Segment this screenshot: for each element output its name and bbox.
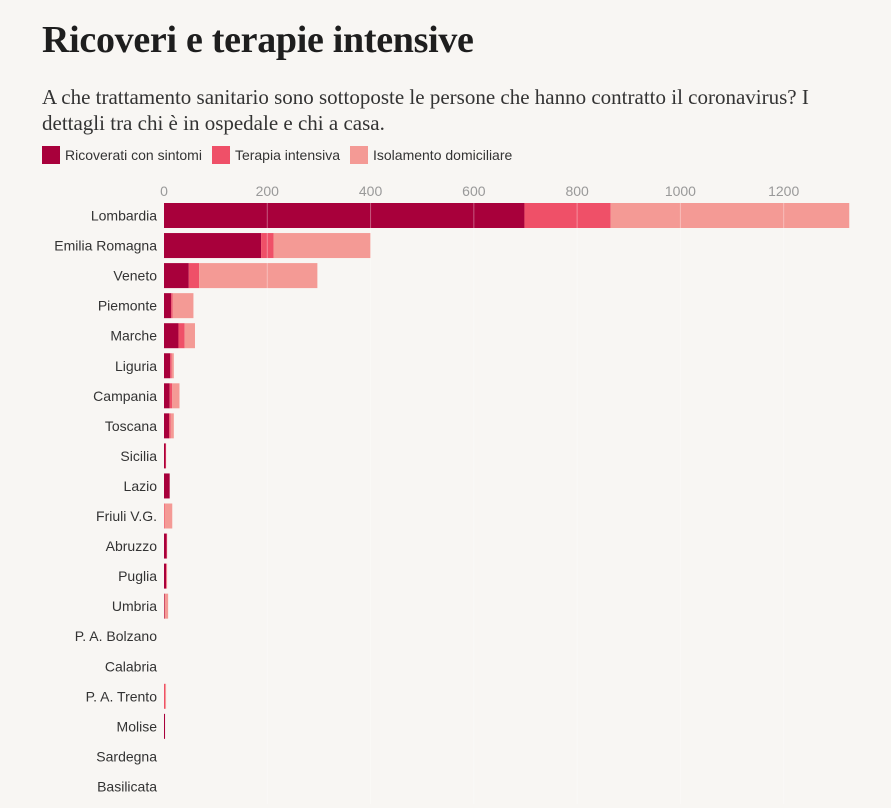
bar-segment-terapia bbox=[524, 203, 611, 228]
bar-segment-ricoverati bbox=[164, 713, 166, 739]
bar-segment-isolamento bbox=[184, 323, 195, 349]
bar-segment-ricoverati bbox=[164, 413, 170, 439]
bar-segment-ricoverati bbox=[164, 233, 262, 259]
bar-segment-isolamento bbox=[172, 293, 194, 319]
bar-segment-terapia bbox=[261, 233, 274, 259]
category-label: Campania bbox=[93, 388, 157, 404]
bars bbox=[164, 203, 850, 739]
bar-segment-isolamento bbox=[164, 593, 169, 619]
chart-subtitle: A che trattamento sanitario sono sottopo… bbox=[42, 85, 809, 135]
bar-segment-ricoverati bbox=[164, 293, 172, 319]
bar-segment-ricoverati bbox=[164, 593, 165, 619]
bar-segment-ricoverati bbox=[164, 383, 170, 409]
bar-segment-ricoverati bbox=[164, 203, 525, 228]
x-tick-label: 400 bbox=[359, 183, 383, 199]
category-label: Emilia Romagna bbox=[54, 238, 157, 254]
bar-segment-ricoverati bbox=[164, 323, 179, 349]
bar-segment-terapia bbox=[188, 263, 200, 289]
legend-label-isolamento: Isolamento domiciliare bbox=[373, 147, 513, 163]
bar-segment-ricoverati bbox=[164, 563, 167, 589]
category-label: Toscana bbox=[105, 418, 157, 434]
bar-chart: 0 200 400 600 800 1000 1200 Lombardia Emilia Rom… bbox=[54, 183, 850, 804]
legend-item-terapia: Terapia intensiva bbox=[211, 146, 340, 164]
category-label: Abruzzo bbox=[106, 538, 158, 554]
bar-segment-isolamento bbox=[199, 263, 318, 289]
x-tick-label: 800 bbox=[565, 183, 589, 199]
x-tick-label: 1000 bbox=[665, 183, 696, 199]
bar-segment-terapia bbox=[164, 503, 165, 529]
bar-segment-isolamento bbox=[273, 233, 371, 259]
category-label: Calabria bbox=[105, 658, 157, 674]
category-label: Lombardia bbox=[91, 208, 157, 224]
x-tick-label: 1200 bbox=[768, 183, 799, 199]
category-label: Umbria bbox=[112, 598, 157, 614]
bar-segment-terapia bbox=[169, 413, 171, 439]
bar-segment-isolamento bbox=[610, 203, 850, 228]
bar-segment-terapia bbox=[166, 563, 167, 589]
x-tick-label: 200 bbox=[256, 183, 280, 199]
legend: Ricoverati con sintomi Terapia intensiva… bbox=[42, 146, 522, 164]
legend-label-terapia: Terapia intensiva bbox=[234, 147, 340, 163]
category-label: Friuli V.G. bbox=[96, 508, 157, 524]
bar-segment-terapia bbox=[178, 323, 185, 349]
legend-swatch-terapia bbox=[211, 146, 230, 164]
category-label: Marche bbox=[110, 328, 157, 344]
bar-segment-ricoverati bbox=[164, 443, 166, 469]
bar-segment-isolamento bbox=[164, 503, 173, 529]
bar-segment-ricoverati bbox=[164, 473, 170, 499]
category-label: Molise bbox=[117, 718, 158, 734]
bar-segment-isolamento bbox=[165, 683, 167, 709]
category-label: Veneto bbox=[113, 268, 157, 284]
category-label: Sicilia bbox=[120, 448, 157, 464]
category-label: Piemonte bbox=[98, 298, 157, 314]
bar-segment-terapia bbox=[164, 683, 166, 709]
category-label: P. A. Bolzano bbox=[75, 628, 157, 644]
bar-segment-terapia bbox=[165, 443, 167, 469]
bar-segment-ricoverati bbox=[164, 533, 167, 559]
bar-segment-terapia bbox=[171, 293, 173, 319]
legend-item-ricoverati: Ricoverati con sintomi bbox=[42, 146, 202, 164]
legend-item-isolamento: Isolamento domiciliare bbox=[350, 146, 512, 164]
legend-label-ricoverati: Ricoverati con sintomi bbox=[65, 147, 202, 163]
chart-title: Ricoveri e terapie intensive bbox=[42, 19, 474, 61]
bar-segment-terapia bbox=[169, 383, 173, 409]
category-label: Basilicata bbox=[97, 778, 157, 794]
x-tick-label: 600 bbox=[462, 183, 486, 199]
bar-segment-isolamento bbox=[170, 413, 174, 439]
bar-segment-terapia bbox=[166, 533, 168, 559]
bar-segment-isolamento bbox=[171, 353, 174, 379]
bar-segment-isolamento bbox=[166, 563, 168, 589]
x-tick-label: 0 bbox=[160, 183, 168, 199]
bar-segment-terapia bbox=[170, 353, 172, 379]
bar-segment-ricoverati bbox=[164, 263, 189, 289]
bar-segment-isolamento bbox=[172, 383, 180, 409]
bar-segment-ricoverati bbox=[164, 353, 171, 379]
category-label: Sardegna bbox=[96, 748, 157, 764]
category-label: P. A. Trento bbox=[86, 688, 158, 704]
legend-swatch-isolamento bbox=[350, 146, 368, 164]
category-label: Liguria bbox=[115, 358, 157, 374]
category-label: Lazio bbox=[124, 478, 158, 494]
category-label: Puglia bbox=[118, 568, 157, 584]
legend-swatch-ricoverati bbox=[42, 146, 60, 164]
